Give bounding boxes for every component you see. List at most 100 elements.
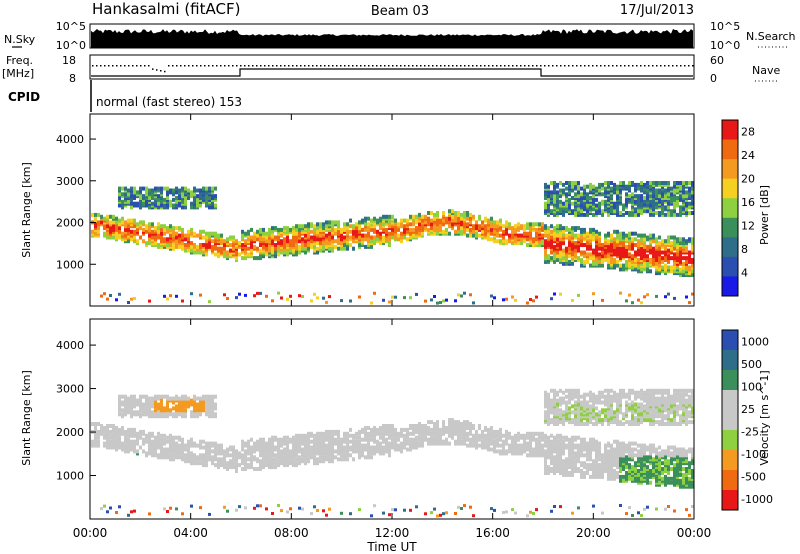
power-cell (436, 222, 439, 227)
power-cell (109, 226, 112, 231)
velocity-cell (520, 447, 523, 452)
velocity-cell (211, 441, 214, 446)
velocity-cell (304, 461, 307, 466)
power-cell (463, 211, 466, 215)
velocity-cell (199, 404, 202, 409)
power-cell (340, 299, 343, 303)
freq-tick-top: 18 (62, 54, 76, 67)
power-cell (607, 181, 610, 185)
power-cell (583, 196, 586, 200)
power-cell (574, 192, 577, 197)
nave-dot (372, 65, 374, 67)
velocity-cell (172, 412, 175, 417)
power-cell (115, 216, 118, 221)
velocity-cell (166, 435, 169, 440)
colorbar-swatch (722, 256, 738, 277)
power-cell (610, 207, 613, 212)
velocity-cell (124, 400, 127, 405)
velocity-cell (328, 507, 331, 511)
velocity-cell (403, 445, 406, 450)
power-cell (523, 231, 526, 236)
power-cell (565, 192, 568, 197)
velocity-cell (130, 410, 133, 415)
velocity-cell (526, 514, 529, 518)
velocity-cell (568, 406, 571, 411)
velocity-cell (361, 437, 364, 442)
power-cell (244, 250, 247, 255)
power-cell (346, 246, 349, 251)
velocity-cell (550, 439, 553, 444)
velocity-cell (166, 447, 169, 452)
power-cell (394, 218, 397, 223)
power-cell (361, 227, 364, 232)
power-cell (526, 243, 529, 247)
power-cell (133, 297, 136, 300)
power-cell (661, 243, 664, 247)
power-cell (139, 220, 142, 225)
power-cell (658, 211, 661, 215)
power-cell (376, 229, 379, 234)
power-cell (118, 192, 121, 197)
power-cell (622, 267, 625, 272)
velocity-cell (391, 437, 394, 442)
velocity-cell (289, 437, 292, 442)
velocity-cell (409, 441, 412, 446)
velocity-cell (553, 471, 556, 475)
velocity-cell (550, 455, 553, 460)
power-cell (373, 224, 376, 229)
power-cell (232, 246, 235, 251)
velocity-cell (286, 439, 289, 444)
power-cell (586, 209, 589, 214)
velocity-cell (346, 435, 349, 440)
power-cell (598, 239, 601, 244)
power-cell (127, 301, 130, 304)
power-cell (661, 250, 664, 255)
velocity-cell (421, 424, 424, 428)
power-cell (310, 229, 313, 234)
nave-dot (308, 65, 310, 67)
power-cell (655, 265, 658, 270)
velocity-cell (220, 457, 223, 462)
nave-dot (668, 65, 670, 67)
velocity-cell (436, 420, 439, 425)
velocity-cell (265, 453, 268, 458)
velocity-cell (421, 437, 424, 442)
power-cell (643, 209, 646, 214)
power-cell (637, 298, 640, 302)
power-cell (214, 252, 217, 257)
power-cell (298, 224, 301, 229)
velocity-cell (562, 410, 565, 415)
power-cell (211, 239, 214, 244)
power-cell (619, 235, 622, 240)
velocity-cell (571, 418, 574, 423)
power-cell (640, 181, 643, 185)
power-cell (388, 214, 391, 219)
velocity-cell (184, 394, 187, 399)
velocity-cell (376, 439, 379, 444)
nave-dot (132, 65, 134, 67)
power-cell (619, 231, 622, 236)
power-cell (307, 243, 310, 247)
power-cell (505, 220, 508, 225)
power-cell (652, 199, 655, 204)
power-cell (598, 201, 601, 206)
power-cell (172, 231, 175, 236)
velocity-cell (226, 447, 229, 452)
power-cell (553, 184, 556, 189)
velocity-cell (532, 431, 535, 436)
velocity-cell (517, 435, 520, 440)
power-cell (100, 214, 103, 219)
nave-dot (408, 65, 410, 67)
velocity-cell (469, 422, 472, 426)
velocity-cell (148, 512, 151, 516)
velocity-cell (340, 511, 343, 515)
power-cell (328, 295, 331, 299)
velocity-cell (361, 427, 364, 432)
velocity-cell (196, 412, 199, 417)
power-cell (406, 237, 409, 242)
nave-dot (464, 65, 466, 67)
power-cell (157, 222, 160, 227)
velocity-cell (490, 426, 493, 430)
power-cell (409, 214, 412, 219)
power-cell (568, 190, 571, 195)
